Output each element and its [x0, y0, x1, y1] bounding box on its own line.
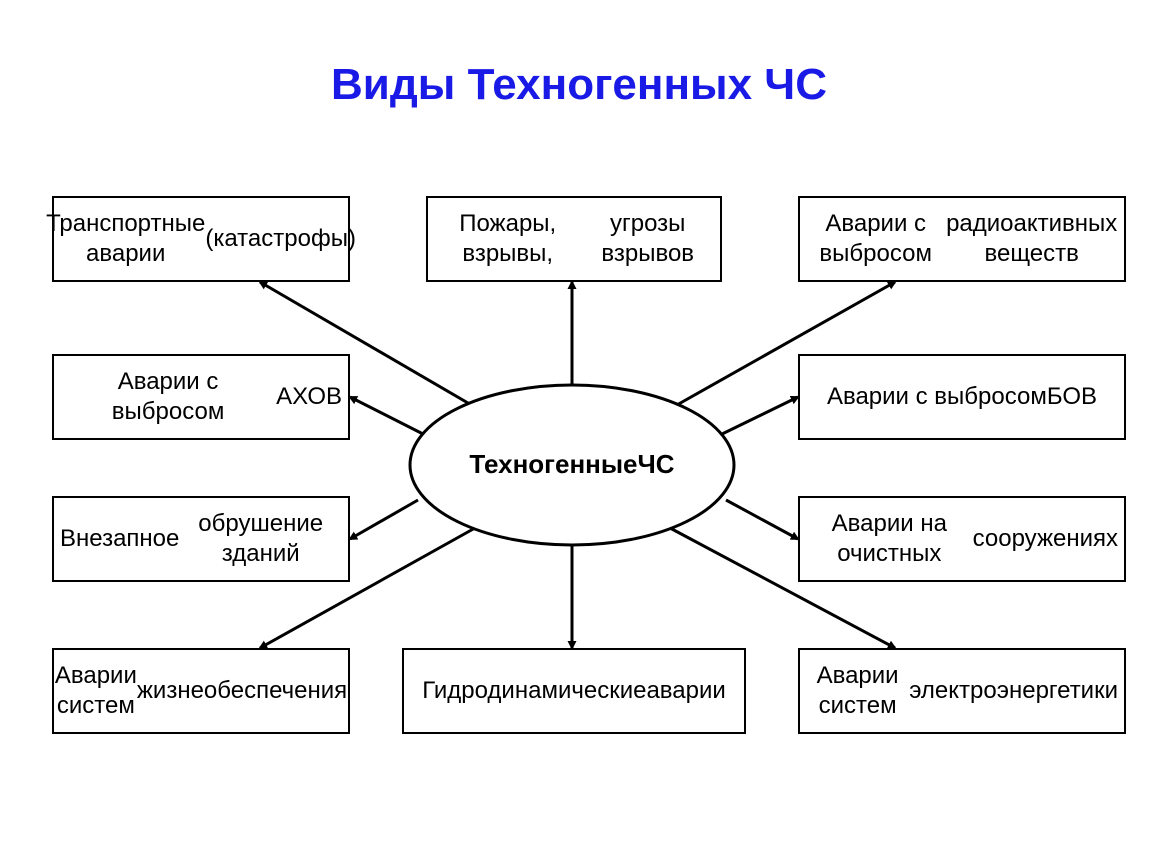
- node-n7: Аварии на очистныхсооружениях: [798, 496, 1126, 582]
- node-n6: Внезапноеобрушение зданий: [52, 496, 350, 582]
- center-node: ТехногенныеЧС: [410, 385, 734, 545]
- edge: [350, 500, 418, 539]
- node-n8: Аварии системжизнеобеспечения: [52, 648, 350, 734]
- node-n10: Аварии системэлектроэнергетики: [798, 648, 1126, 734]
- node-n9: Гидродинамическиеаварии: [402, 648, 746, 734]
- node-n4: Аварии с выбросомАХОВ: [52, 354, 350, 440]
- node-n3: Аварии с выбросомрадиоактивных веществ: [798, 196, 1126, 282]
- edge: [726, 500, 798, 539]
- node-n5: Аварии с выбросомБОВ: [798, 354, 1126, 440]
- node-n1: Транспортные аварии(катастрофы): [52, 196, 350, 282]
- node-n2: Пожары, взрывы,угрозы взрывов: [426, 196, 722, 282]
- diagram-page: Виды Техногенных ЧС ТехногенныеЧС Трансп…: [0, 0, 1158, 864]
